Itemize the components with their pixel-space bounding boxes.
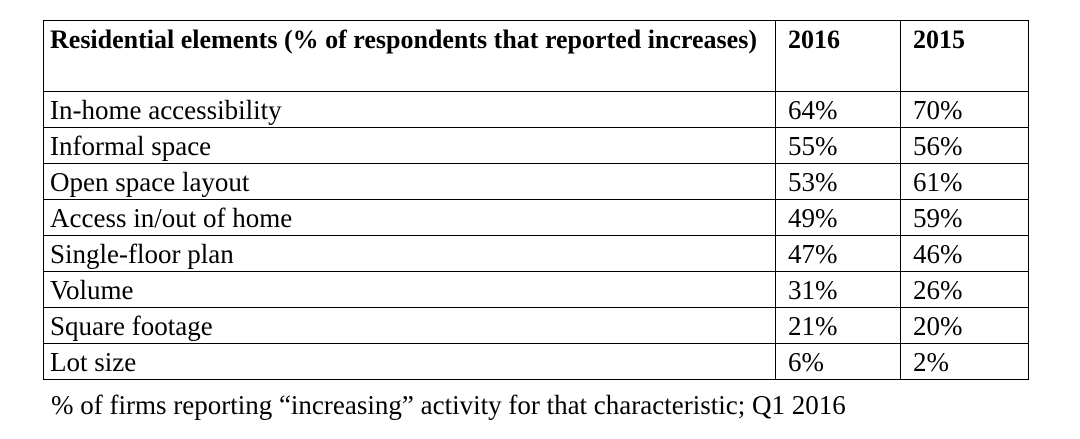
- value-2015: 46%: [900, 235, 1029, 272]
- value-2015: 70%: [900, 91, 1029, 128]
- table-row: Informal space 55% 56%: [43, 127, 1029, 164]
- table-header-row: Residential elements (% of respondents t…: [43, 20, 1029, 92]
- header-2015: 2015: [900, 20, 1029, 92]
- value-2016: 53%: [775, 163, 901, 200]
- table-caption: % of firms reporting “increasing” activi…: [51, 390, 846, 420]
- value-2016: 6%: [775, 343, 901, 380]
- header-residential-elements: Residential elements (% of respondents t…: [43, 20, 776, 92]
- row-label: Volume: [43, 271, 776, 308]
- value-2016: 21%: [775, 307, 901, 344]
- residential-elements-table: Residential elements (% of respondents t…: [43, 20, 1029, 380]
- value-2015: 20%: [900, 307, 1029, 344]
- table-row: Square footage 21% 20%: [43, 307, 1029, 344]
- value-2016: 47%: [775, 235, 901, 272]
- value-2016: 64%: [775, 91, 901, 128]
- row-label: In-home accessibility: [43, 91, 776, 128]
- value-2016: 55%: [775, 127, 901, 164]
- table-row: Open space layout 53% 61%: [43, 163, 1029, 200]
- value-2016: 31%: [775, 271, 901, 308]
- row-label: Single-floor plan: [43, 235, 776, 272]
- table-row: Volume 31% 26%: [43, 271, 1029, 308]
- value-2015: 61%: [900, 163, 1029, 200]
- value-2015: 56%: [900, 127, 1029, 164]
- value-2015: 59%: [900, 199, 1029, 236]
- row-label: Square footage: [43, 307, 776, 344]
- row-label: Lot size: [43, 343, 776, 380]
- row-label: Open space layout: [43, 163, 776, 200]
- table-row: Lot size 6% 2%: [43, 343, 1029, 380]
- header-2016: 2016: [775, 20, 901, 92]
- row-label: Informal space: [43, 127, 776, 164]
- value-2016: 49%: [775, 199, 901, 236]
- value-2015: 2%: [900, 343, 1029, 380]
- table-row: Access in/out of home 49% 59%: [43, 199, 1029, 236]
- table-body: In-home accessibility 64% 70% Informal spac…: [43, 91, 1029, 380]
- table-row: In-home accessibility 64% 70%: [43, 91, 1029, 128]
- data-table-container: Residential elements (% of respondents t…: [43, 20, 1029, 380]
- table-row: Single-floor plan 47% 46%: [43, 235, 1029, 272]
- row-label: Access in/out of home: [43, 199, 776, 236]
- value-2015: 26%: [900, 271, 1029, 308]
